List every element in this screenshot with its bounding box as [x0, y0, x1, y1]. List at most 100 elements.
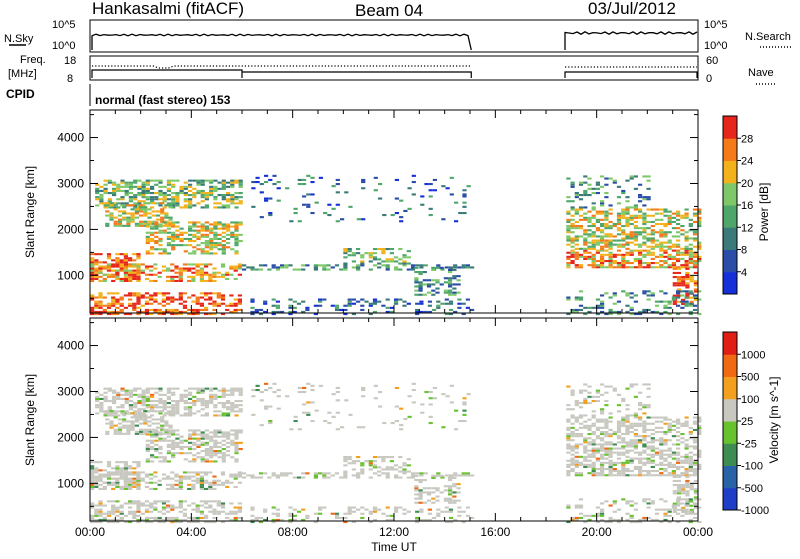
velocity-cell: [153, 487, 158, 490]
velocity-cell: [604, 435, 609, 438]
power-cell: [213, 196, 218, 199]
velocity-cell: [187, 475, 192, 478]
power-cell: [667, 255, 672, 258]
velocity-cell: [120, 397, 125, 400]
power-cell: [638, 262, 643, 265]
power-cell: [123, 275, 128, 278]
power-cell: [123, 279, 128, 282]
velocity-cell: [650, 465, 655, 468]
power-cell: [402, 256, 407, 259]
velocity-cell: [119, 467, 124, 470]
velocity-cell: [98, 461, 103, 464]
velocity-cell: [150, 454, 155, 457]
power-cell: [171, 240, 176, 243]
velocity-cell: [160, 426, 165, 429]
velocity-cell: [162, 408, 167, 411]
velocity-cell: [195, 506, 200, 509]
power-cell: [608, 266, 613, 269]
power-cell: [106, 253, 112, 256]
velocity-cell: [570, 457, 575, 460]
velocity-cell: [422, 501, 427, 504]
power-cell: [226, 204, 231, 207]
velocity-cell: [166, 395, 171, 398]
velocity-cell: [140, 504, 145, 507]
velocity-cell: [204, 460, 209, 463]
velocity-cell: [604, 468, 609, 471]
velocity-cell: [625, 426, 630, 429]
velocity-cell: [149, 481, 154, 484]
velocity-cell: [136, 483, 141, 486]
velocity-cell: [136, 481, 141, 484]
power-cell: [292, 310, 297, 313]
velocity-cell: [111, 467, 116, 470]
velocity-cell: [150, 441, 155, 444]
velocity-cell: [378, 391, 383, 394]
velocity-cell: [199, 500, 204, 503]
velocity-cell: [347, 510, 352, 513]
velocity-cell: [98, 504, 103, 507]
velocity-cell: [676, 475, 682, 478]
velocity-cell: [591, 465, 596, 468]
power-cell: [144, 277, 150, 280]
velocity-cell: [574, 402, 579, 405]
velocity-cell: [213, 404, 218, 407]
power-cell: [115, 253, 120, 256]
power-cell: [188, 202, 193, 205]
power-cell: [221, 194, 226, 197]
velocity-cell: [453, 474, 458, 477]
power-cell: [600, 223, 605, 226]
velocity-cell: [168, 430, 173, 433]
velocity-cell: [106, 465, 112, 468]
velocity-cell: [158, 439, 163, 442]
power-cell: [422, 283, 427, 286]
velocity-cell: [254, 518, 259, 521]
velocity-cell: [646, 422, 651, 425]
velocity-cell: [426, 491, 432, 494]
power-cell: [195, 296, 200, 299]
velocity-cell: [204, 414, 209, 417]
velocity-cell: [443, 489, 448, 492]
power-cell: [334, 264, 340, 267]
power-cell: [398, 262, 403, 265]
velocity-cell: [136, 504, 141, 507]
velocity-cell: [439, 491, 444, 494]
power-cell: [587, 257, 592, 260]
velocity-cell: [116, 410, 121, 413]
velocity-cell: [431, 501, 436, 504]
velocity-cell: [258, 472, 264, 475]
power-cell: [633, 313, 638, 316]
power-cell: [638, 233, 643, 236]
power-cell: [263, 310, 268, 313]
power-cell: [102, 267, 107, 270]
power-cell: [133, 179, 138, 182]
power-cell: [139, 224, 144, 227]
power-cell: [140, 304, 145, 307]
power-cell: [166, 227, 171, 230]
power-cell: [288, 304, 293, 307]
power-cell: [90, 275, 95, 278]
power-cell: [140, 271, 145, 274]
velocity-cell: [166, 391, 171, 394]
power-cell: [646, 196, 651, 199]
velocity-cell: [334, 516, 340, 519]
power-cell: [150, 185, 155, 188]
power-cell: [570, 214, 575, 217]
velocity-cell: [600, 463, 605, 466]
velocity-cell: [625, 451, 630, 454]
velocity-cell: [141, 389, 146, 392]
velocity-cell: [221, 412, 226, 415]
power-cell: [642, 292, 647, 295]
power-cell: [209, 223, 214, 226]
power-cell: [608, 308, 613, 311]
velocity-cell: [187, 477, 192, 480]
power-cell: [608, 247, 613, 250]
power-cell: [119, 304, 124, 307]
power-cell: [123, 253, 128, 256]
power-cell: [372, 256, 378, 259]
power-cell: [578, 225, 584, 228]
power-cell: [688, 257, 693, 260]
power-cell: [238, 185, 243, 188]
velocity-cell: [182, 512, 188, 515]
power-cell: [360, 308, 365, 311]
power-cell: [574, 247, 579, 250]
